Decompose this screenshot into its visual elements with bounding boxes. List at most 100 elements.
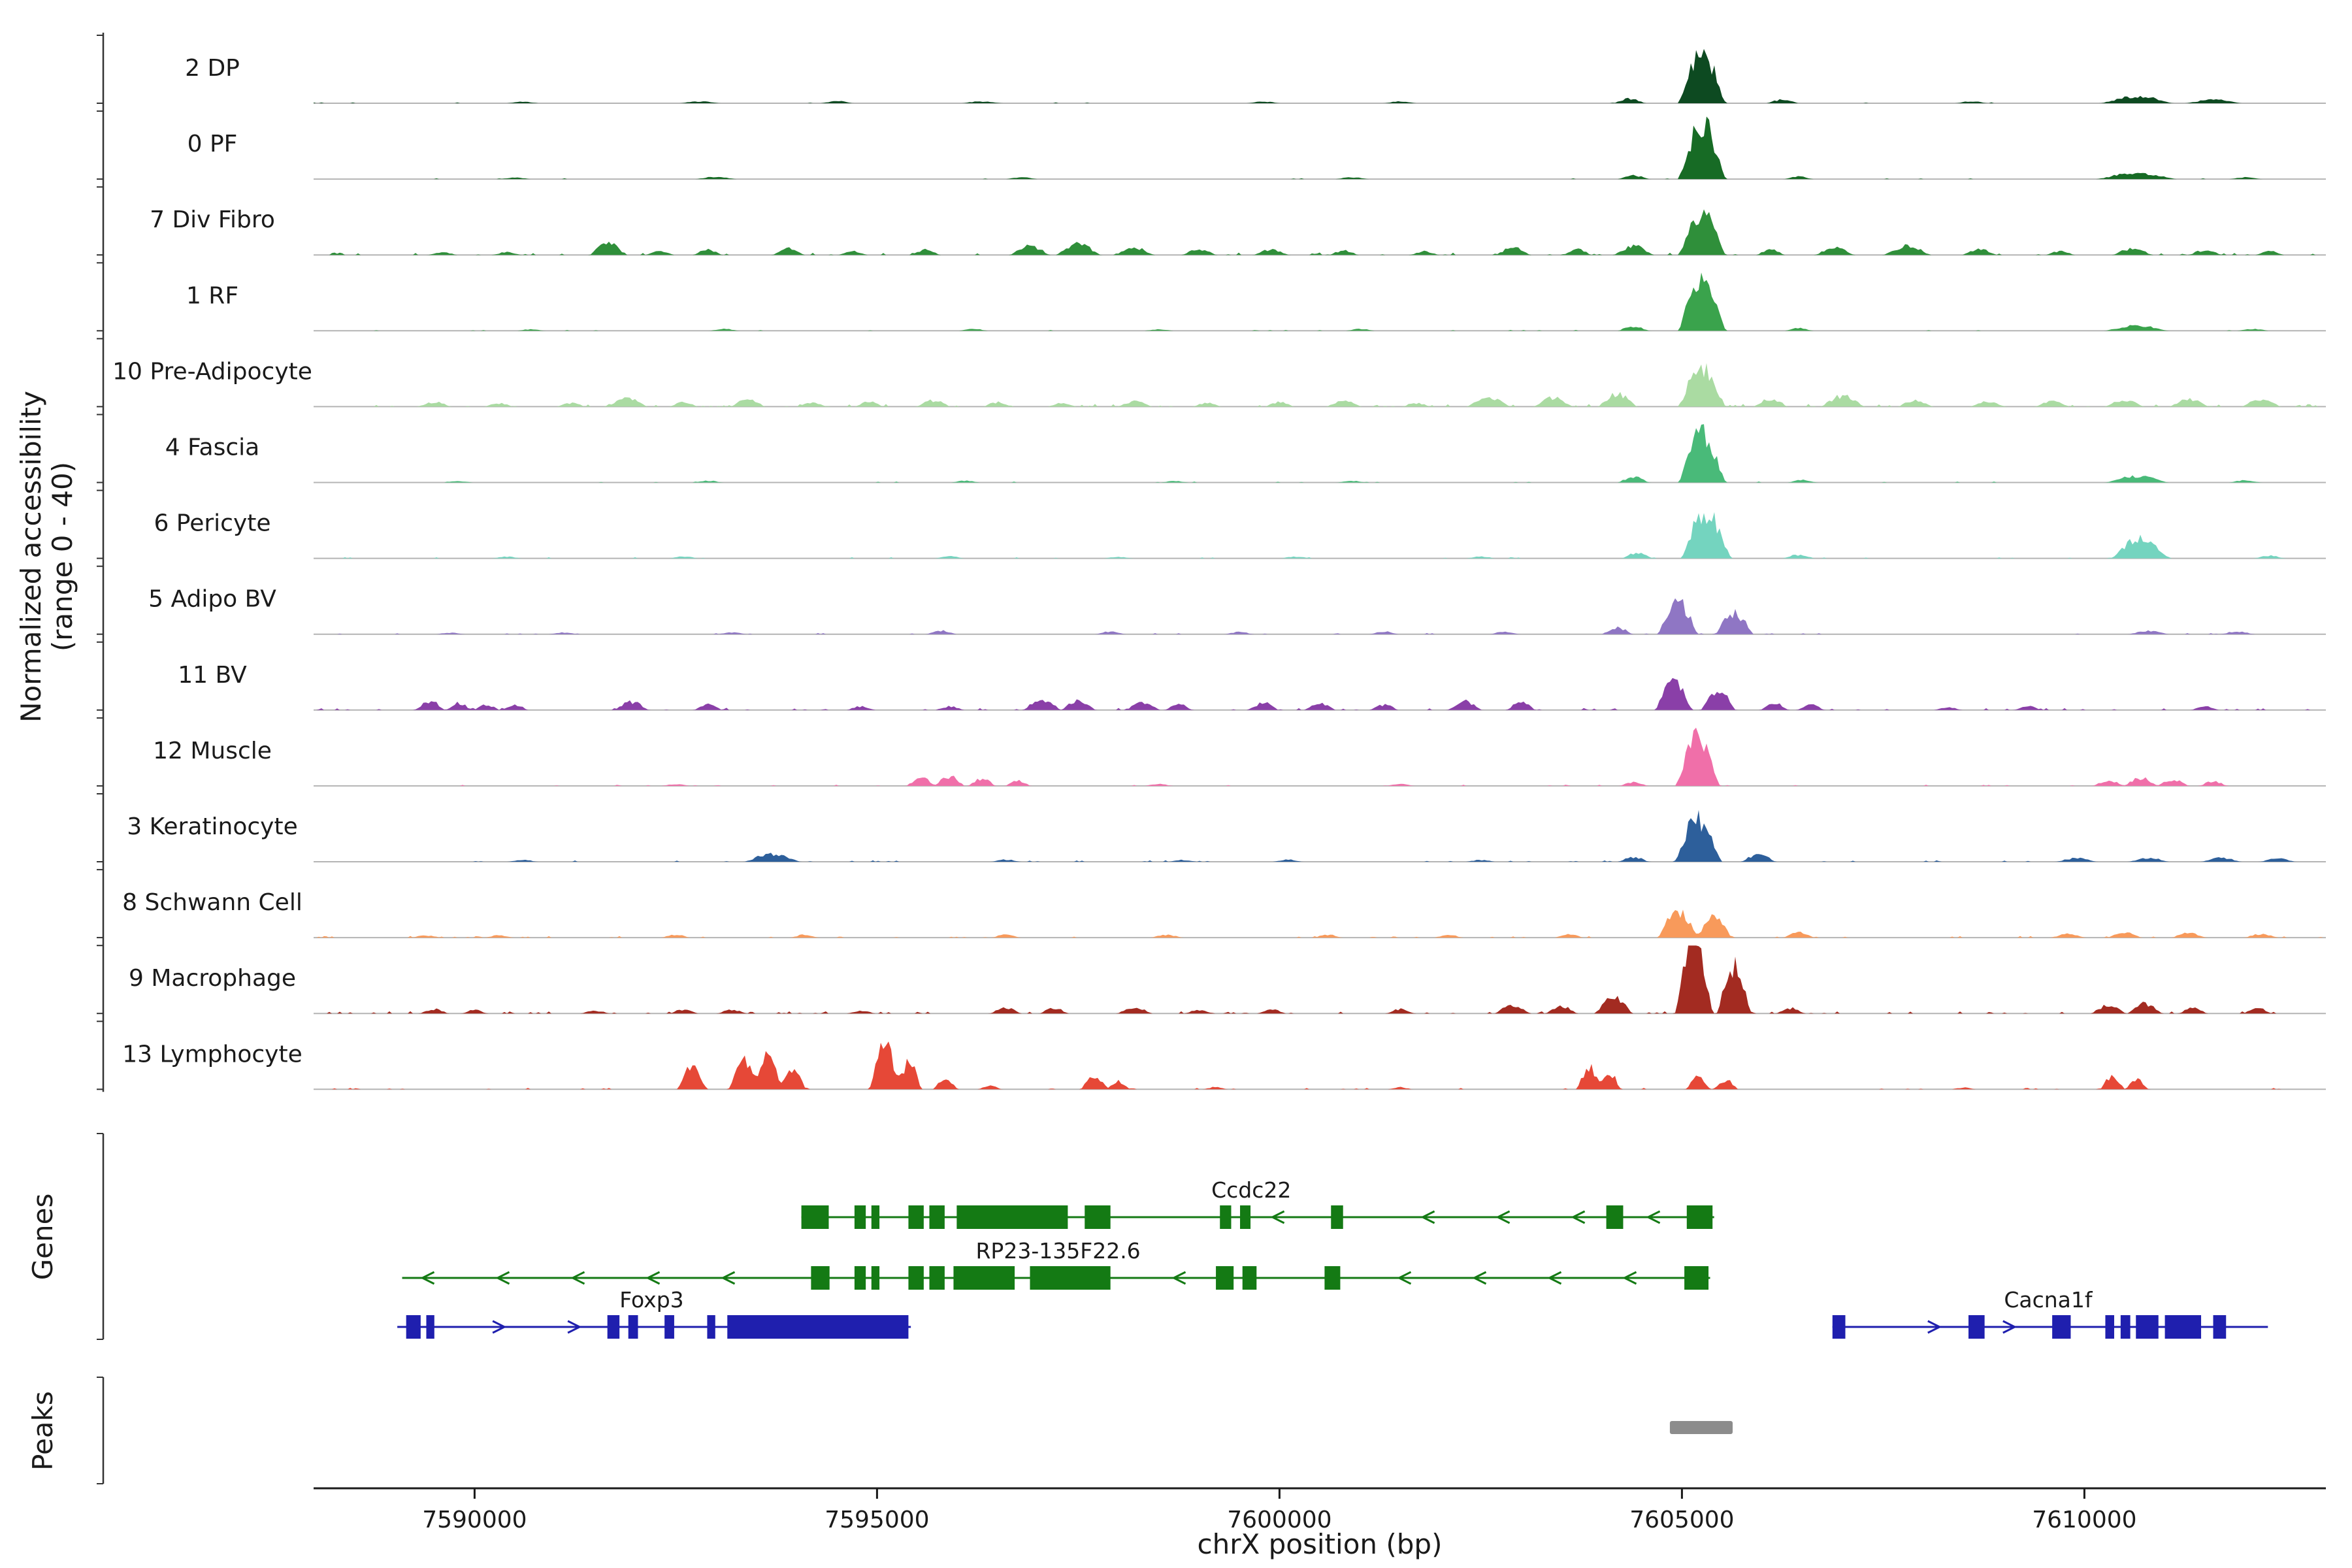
y-axis-label-line2: (range 0 - 40) (46, 462, 78, 651)
genes-caption: Genes (27, 1194, 59, 1281)
gene-ccdc22: Ccdc22 (801, 1177, 1714, 1229)
coverage-track-7-div-fibro (314, 209, 2326, 255)
exon (1216, 1266, 1234, 1290)
strand-arrow-icon (645, 1271, 661, 1285)
exon (953, 1266, 1015, 1290)
y-axis-label-line1: Normalized accessibility (15, 391, 47, 723)
x-tick-label: 7590000 (422, 1507, 527, 1533)
exon (1832, 1315, 1846, 1339)
exon (1324, 1266, 1341, 1290)
track-label-8-schwann-cell: 8 Schwann Cell (122, 889, 302, 916)
track-label-10-pre-adipocyte: 10 Pre-Adipocyte (112, 358, 312, 385)
exon (908, 1205, 924, 1229)
coverage-track-2-dp (314, 48, 2326, 103)
exon (1331, 1205, 1343, 1229)
coverage-tracks: 2 DP 0 PF 7 Div Fibro 1 RF 10 Pre-Adipocyte 4… (112, 48, 2326, 1090)
gene-name-ccdc22: Ccdc22 (1211, 1177, 1291, 1203)
exon (1684, 1266, 1709, 1290)
track-label-2-dp: 2 DP (185, 55, 240, 82)
gene-name-cacna1f: Cacna1f (2004, 1287, 2093, 1313)
coverage-track-11-bv (314, 678, 2326, 710)
exon (1606, 1205, 1624, 1229)
exon (1220, 1205, 1232, 1229)
exon (707, 1315, 715, 1339)
track-label-11-bv: 11 BV (178, 662, 247, 689)
exon (1240, 1205, 1251, 1229)
strand-arrow-icon (1547, 1271, 1562, 1285)
strand-arrow-icon (567, 1320, 582, 1334)
x-tick-label: 7610000 (2032, 1507, 2136, 1533)
strand-arrow-icon (570, 1271, 585, 1285)
strand-arrow-icon (1927, 1320, 1942, 1334)
exon (2105, 1315, 2114, 1339)
strand-arrow-icon (1646, 1210, 1661, 1224)
coverage-track-13-lymphocyte (314, 1041, 2326, 1090)
coverage-track-9-macrophage (314, 945, 2326, 1014)
exon (2120, 1315, 2131, 1339)
exon (628, 1315, 638, 1339)
gene-foxp3: Foxp3 (397, 1287, 911, 1339)
track-label-13-lymphocyte: 13 Lymphocyte (122, 1041, 302, 1068)
coverage-track-6-pericyte (314, 512, 2326, 559)
strand-arrow-icon (1622, 1271, 1637, 1285)
coverage-track-10-pre-adipocyte (314, 363, 2326, 407)
track-label-6-pericyte: 6 Pericyte (154, 510, 270, 537)
exon (2052, 1315, 2071, 1339)
gene-name-rp23-135f22-6: RP23-135F22.6 (976, 1238, 1141, 1264)
strand-arrow-icon (1171, 1271, 1186, 1285)
exon (1686, 1205, 1713, 1229)
peaks-caption: Peaks (27, 1391, 59, 1471)
exon (1030, 1266, 1111, 1290)
strand-arrow-icon (495, 1271, 510, 1285)
coverage-track-0-pf (314, 116, 2326, 180)
gene-annotations: Ccdc22 RP23-135F22.6 Foxp3 Cacna1f (397, 1177, 2268, 1339)
strand-arrow-icon (1571, 1210, 1586, 1224)
exon (908, 1266, 924, 1290)
coverage-track-8-schwann-cell (314, 909, 2326, 938)
exon (1242, 1266, 1257, 1290)
exon (406, 1315, 421, 1339)
exon (956, 1205, 1068, 1229)
gene-name-foxp3: Foxp3 (619, 1287, 683, 1313)
exon (2164, 1315, 2202, 1339)
track-label-0-pf: 0 PF (188, 131, 238, 157)
strand-arrow-icon (1472, 1271, 1487, 1285)
exon (929, 1205, 945, 1229)
track-label-1-rf: 1 RF (186, 282, 238, 309)
exon (801, 1205, 829, 1229)
track-label-3-keratinocyte: 3 Keratinocyte (127, 813, 298, 840)
strand-arrow-icon (1397, 1271, 1412, 1285)
exon (811, 1266, 830, 1290)
x-tick-label: 7600000 (1227, 1507, 1331, 1533)
coverage-track-12-muscle (314, 727, 2326, 786)
exon (1968, 1315, 1985, 1339)
exon (854, 1205, 866, 1229)
exon (727, 1315, 909, 1339)
exon (929, 1266, 945, 1290)
x-tick-label: 7605000 (1629, 1507, 1734, 1533)
coverage-track-4-fascia (314, 424, 2326, 483)
track-label-4-fascia: 4 Fascia (165, 434, 259, 461)
exon (2213, 1315, 2227, 1339)
exon (2136, 1315, 2159, 1339)
x-axis: 7590000 7595000 7600000 7605000 7610000 (314, 1487, 2326, 1533)
strand-arrow-icon (492, 1320, 507, 1334)
x-tick-label: 7595000 (825, 1507, 929, 1533)
strand-arrow-icon (420, 1271, 435, 1285)
exon (664, 1315, 674, 1339)
peak-annotations (1669, 1421, 1733, 1434)
tracks-axis-bracket (97, 33, 105, 1484)
coverage-track-3-keratinocyte (314, 809, 2326, 862)
coverage-track-1-rf (314, 272, 2326, 331)
accessibility-peak (1669, 1421, 1733, 1434)
exon (871, 1205, 880, 1229)
x-axis-title: chrX position (bp) (1198, 1528, 1443, 1560)
exon (426, 1315, 434, 1339)
track-label-9-macrophage: 9 Macrophage (129, 965, 296, 992)
strand-arrow-icon (1420, 1210, 1435, 1224)
track-label-12-muscle: 12 Muscle (153, 738, 272, 764)
exon (1085, 1205, 1111, 1229)
strand-arrow-icon (2002, 1320, 2017, 1334)
exon (607, 1315, 620, 1339)
strand-arrow-icon (721, 1271, 736, 1285)
